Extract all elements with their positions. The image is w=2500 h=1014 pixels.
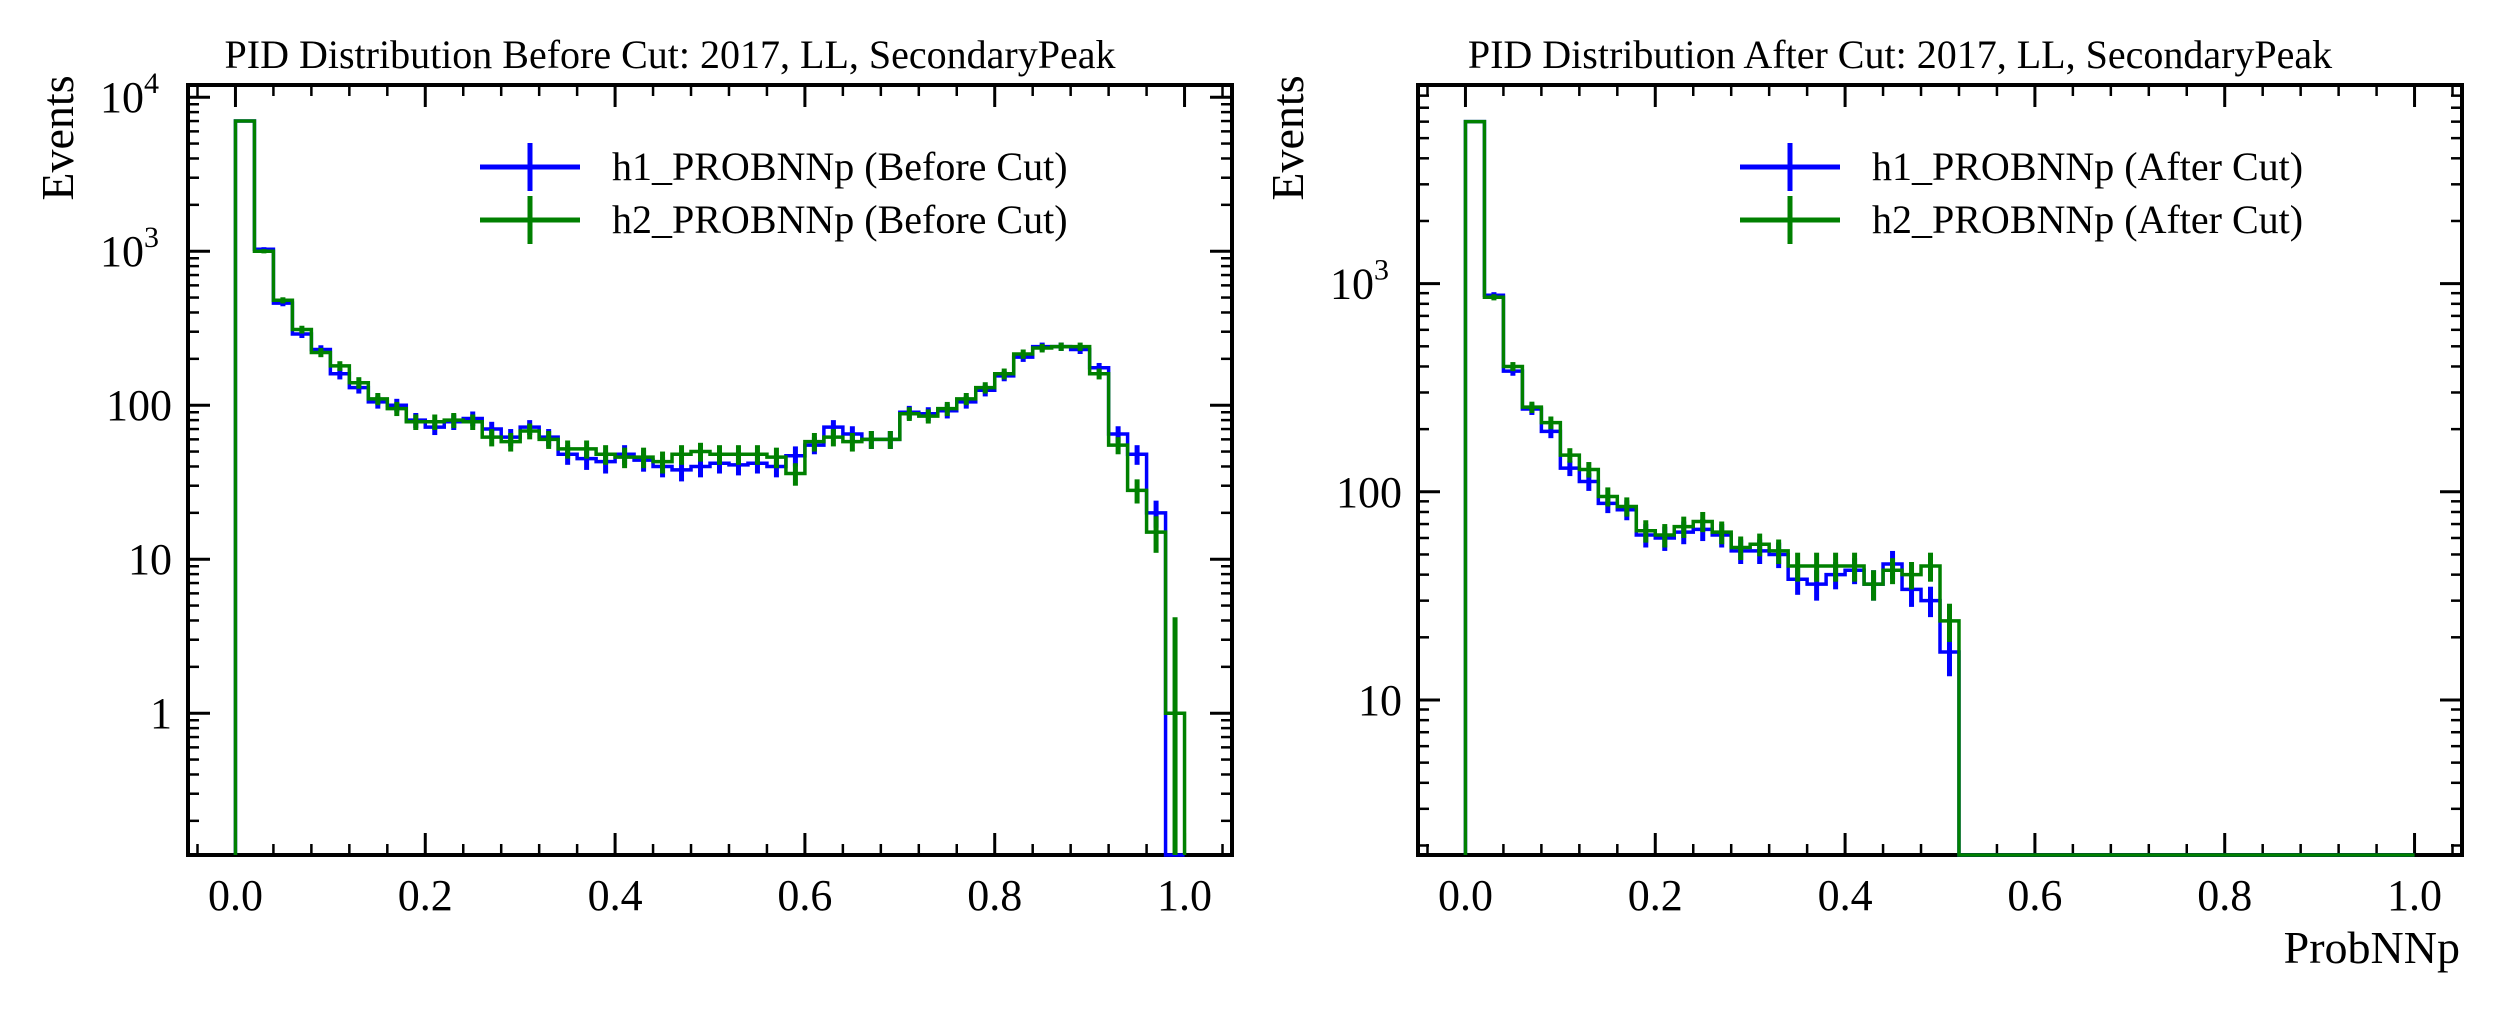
y-tick-exponent: 3 — [144, 221, 159, 254]
legend-entry-h2: h2_PROBNNp (After Cut) — [1740, 196, 2303, 244]
legend-entry-h2: h2_PROBNNp (Before Cut) — [480, 196, 1068, 244]
x-axis-label: ProbNNp — [2284, 922, 2460, 973]
legend: h1_PROBNNp (After Cut) h2_PROBNNp (After… — [1740, 143, 2303, 244]
y-tick-label: 10 — [128, 535, 172, 584]
legend-entry-h1: h1_PROBNNp (Before Cut) — [480, 143, 1068, 191]
axes-frame — [186, 83, 1234, 857]
x-tick-label: 0.4 — [1818, 871, 1873, 920]
legend-label-h2: h2_PROBNNp (Before Cut) — [612, 197, 1068, 242]
x-tick-label: 1.0 — [2387, 871, 2442, 920]
x-tick-label: 0.4 — [588, 871, 643, 920]
chart-before-cut: PID Distribution Before Cut: 2017, LL, S… — [32, 32, 1234, 920]
y-tick-label: 100 — [106, 381, 172, 430]
y-tick-label: 10 — [100, 73, 144, 122]
y-tick-label: 1 — [150, 689, 172, 738]
y-axis-label: Events — [1262, 75, 1313, 200]
x-tick-label: 1.0 — [1157, 871, 1212, 920]
legend: h1_PROBNNp (Before Cut) h2_PROBNNp (Befo… — [480, 143, 1068, 244]
y-tick-label: 10 — [100, 227, 144, 276]
x-tick-label: 0.6 — [2007, 871, 2062, 920]
y-axis-label: Events — [32, 75, 83, 200]
y-tick-label: 10 — [1330, 260, 1374, 309]
y-tick-exponent: 3 — [1374, 254, 1389, 287]
x-tick-label: 0.8 — [2197, 871, 2252, 920]
legend-label-h1: h1_PROBNNp (Before Cut) — [612, 144, 1068, 189]
x-tick-label: 0.8 — [967, 871, 1022, 920]
y-tick-label: 10 — [1358, 676, 1402, 725]
x-tick-label: 0.0 — [208, 871, 263, 920]
chart-after-cut: PID Distribution After Cut: 2017, LL, Se… — [1262, 32, 2464, 973]
legend-entry-h1: h1_PROBNNp (After Cut) — [1740, 143, 2303, 191]
x-tick-label: 0.0 — [1438, 871, 1493, 920]
histogram-h2 — [233, 119, 1187, 855]
legend-label-h1: h1_PROBNNp (After Cut) — [1872, 144, 2303, 189]
legend-label-h2: h2_PROBNNp (After Cut) — [1872, 197, 2303, 242]
histogram-h2 — [1463, 119, 2415, 857]
axes-frame — [1416, 83, 2464, 857]
y-tick-exponent: 4 — [144, 67, 159, 100]
chart-title: PID Distribution Before Cut: 2017, LL, S… — [225, 32, 1116, 77]
y-tick-label: 100 — [1336, 468, 1402, 517]
x-tick-label: 0.6 — [777, 871, 832, 920]
chart-title: PID Distribution After Cut: 2017, LL, Se… — [1468, 32, 2332, 77]
x-tick-label: 0.2 — [1628, 871, 1683, 920]
x-tick-label: 0.2 — [398, 871, 453, 920]
